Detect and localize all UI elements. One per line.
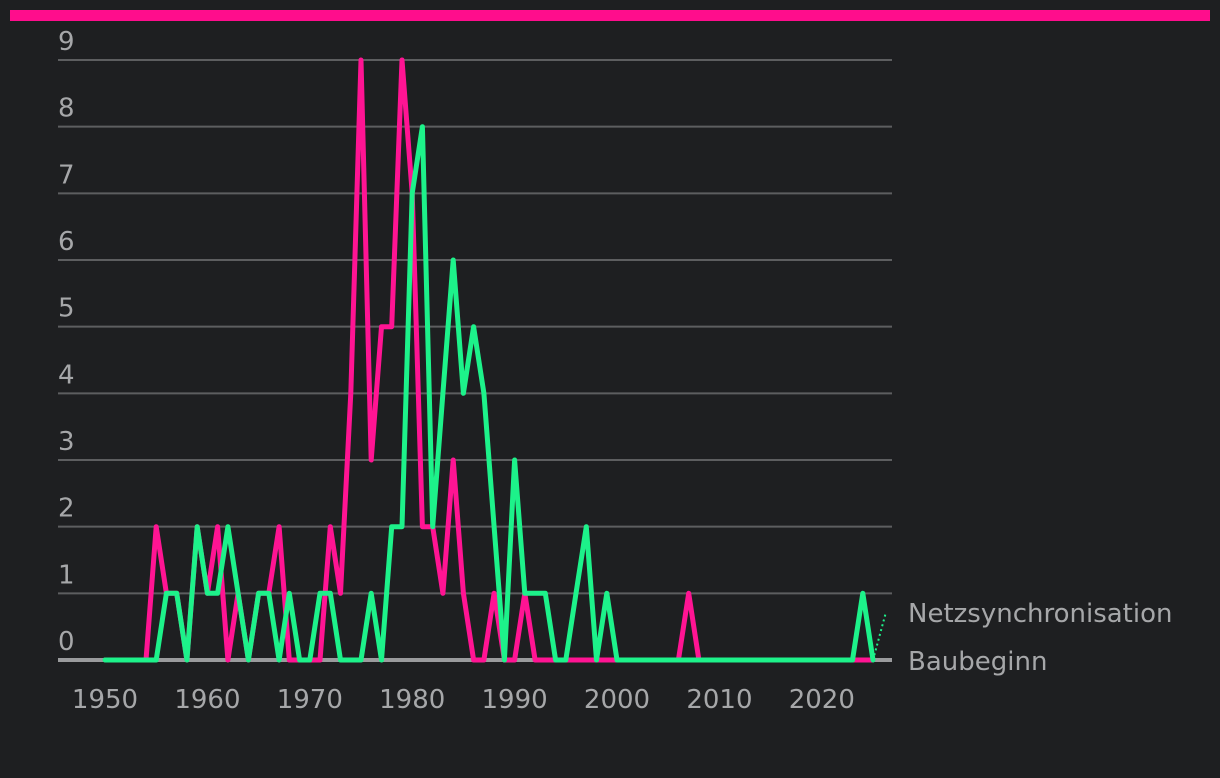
accent-bar bbox=[10, 10, 1210, 21]
series-leader-netzsynchronisation bbox=[872, 611, 887, 661]
series-layer bbox=[102, 57, 876, 663]
y-axis-labels: 0 1 2 3 4 5 6 7 8 9 bbox=[58, 27, 75, 657]
y-tick-label: 7 bbox=[58, 160, 75, 190]
y-tick-label: 4 bbox=[58, 360, 75, 390]
x-tick-label: 1960 bbox=[174, 685, 240, 715]
x-tick-label: 1990 bbox=[482, 685, 548, 715]
x-tick-label: 1980 bbox=[379, 685, 445, 715]
x-tick-label: 2010 bbox=[686, 685, 752, 715]
y-tick-label: 5 bbox=[58, 294, 75, 324]
x-tick-label: 1950 bbox=[72, 685, 138, 715]
series-line-netzsynchronisation bbox=[102, 124, 876, 663]
y-tick-label: 1 bbox=[58, 560, 75, 590]
series-label-netzsynchronisation: Netzsynchronisation bbox=[908, 599, 1172, 629]
x-tick-label: 2020 bbox=[789, 685, 855, 715]
y-tick-label: 9 bbox=[58, 27, 75, 57]
y-tick-label: 3 bbox=[58, 427, 75, 457]
x-axis-labels: 1950 1960 1970 1980 1990 2000 2010 2020 bbox=[72, 685, 855, 715]
y-tick-label: 8 bbox=[58, 94, 75, 124]
y-tick-label: 0 bbox=[58, 627, 75, 657]
y-tick-label: 2 bbox=[58, 494, 75, 524]
series-label-baubeginn: Baubeginn bbox=[908, 647, 1047, 677]
y-tick-label: 6 bbox=[58, 227, 75, 257]
series-labels: Netzsynchronisation Baubeginn bbox=[872, 599, 1172, 677]
x-tick-label: 2000 bbox=[584, 685, 650, 715]
x-tick-label: 1970 bbox=[277, 685, 343, 715]
